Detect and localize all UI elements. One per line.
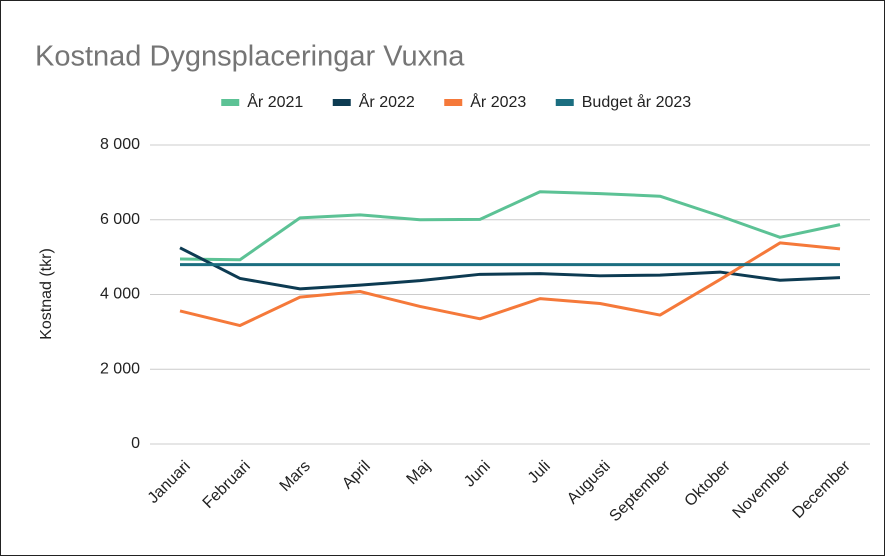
legend-swatch xyxy=(444,99,463,106)
series-line xyxy=(179,190,841,262)
series-line xyxy=(179,241,841,328)
y-tick-label: 8 000 xyxy=(100,136,140,153)
y-tick-label: 2 000 xyxy=(100,360,140,377)
legend-label: Budget år 2023 xyxy=(582,93,692,111)
legend-swatch xyxy=(221,99,240,106)
legend-label: År 2022 xyxy=(359,92,415,111)
legend-label: År 2023 xyxy=(470,92,526,111)
y-tick-label: 0 xyxy=(131,435,140,452)
y-tick-label: 4 000 xyxy=(100,286,140,303)
legend-swatch xyxy=(332,99,351,106)
y-tick-label: 6 000 xyxy=(100,211,140,228)
legend-label: År 2021 xyxy=(247,92,303,111)
legend-swatch xyxy=(555,99,574,106)
y-axis-label: Kostnad (tkr) xyxy=(38,248,55,340)
chart-title: Kostnad Dygnsplaceringar Vuxna xyxy=(35,41,465,73)
